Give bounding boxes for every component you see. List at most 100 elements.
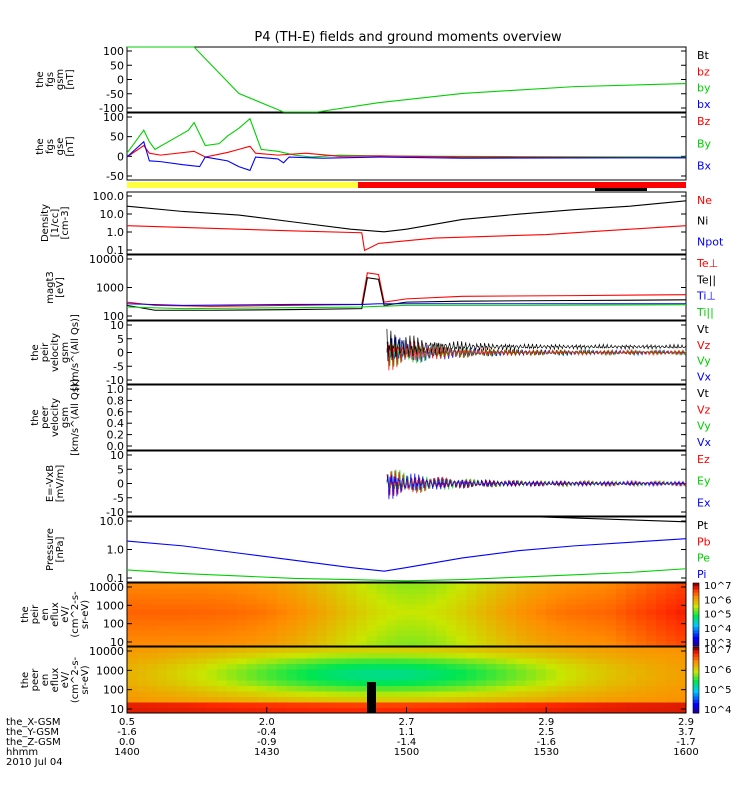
spectrogram-cell	[466, 663, 477, 670]
spectrogram-cell	[626, 702, 637, 708]
spectrogram-cell	[506, 619, 517, 626]
spectrogram-cell	[216, 707, 228, 714]
colorbar-swatch	[693, 639, 699, 644]
spectrogram-cell	[216, 635, 228, 642]
spectrogram-cell	[156, 658, 168, 664]
spectrogram-cell	[326, 593, 338, 600]
spectrogram-cell	[486, 583, 497, 589]
spectrogram-cell	[186, 640, 198, 647]
spectrogram-cell	[166, 696, 178, 703]
spectrogram-cell	[166, 614, 178, 621]
spectrogram-cell	[336, 640, 348, 647]
spectrogram-cell	[396, 652, 407, 659]
spectrogram-cell	[456, 604, 467, 610]
spectrogram-cell	[246, 680, 258, 686]
spectrogram-cell	[226, 609, 238, 615]
spectrogram-cell	[606, 619, 617, 626]
legend-magt3: Te⊥Te||Ti⊥Ti||	[696, 257, 718, 319]
spectrogram-cell	[566, 674, 577, 681]
y-axis-label: sr-eV)	[80, 600, 91, 629]
spectrogram-cell	[426, 696, 437, 703]
spectrogram-cell	[276, 640, 288, 647]
y-tick-label: 10	[110, 636, 124, 649]
spectrogram-cell	[656, 691, 667, 697]
y-tick-label: 1000	[96, 664, 124, 677]
spectrogram-cell	[127, 598, 138, 605]
spectrogram-cell	[646, 658, 657, 664]
spectrogram-cell	[216, 598, 228, 605]
colorbar-swatch	[693, 689, 699, 694]
spectrogram-cell	[596, 583, 607, 589]
spectrogram-cell	[336, 658, 348, 664]
spectrogram-cell	[356, 652, 368, 659]
spectrogram-cell	[226, 583, 238, 589]
spectrogram-cell	[376, 625, 388, 631]
spectrogram-cell	[336, 625, 348, 631]
spectrogram-cell	[276, 663, 288, 670]
y-axis-label: [km/s^(All Qs)]	[70, 314, 81, 391]
y-tick-label: 100	[103, 111, 124, 124]
spectrogram-cell	[506, 625, 517, 631]
spectrogram-cell	[546, 604, 557, 610]
spectrogram-cell	[246, 583, 258, 589]
spectrogram-cell	[456, 691, 467, 697]
spectrogram-cell	[226, 691, 238, 697]
spectrogram-cell	[436, 691, 447, 697]
spectrogram-cell	[396, 593, 407, 600]
spectrogram-cell	[366, 647, 378, 653]
spectrogram-cell	[166, 647, 178, 653]
spectrogram-cell	[426, 598, 437, 605]
spectrogram-cell	[516, 647, 527, 653]
x-tick-label: 0.0	[119, 737, 135, 748]
colorbar-peer_spec: 10^710^610^510^4	[692, 645, 731, 716]
spectrogram-cell	[516, 696, 527, 703]
spectrogram-cell	[456, 652, 467, 659]
figure-title: P4 (TH-E) fields and ground moments over…	[254, 30, 562, 45]
spectrogram-cell	[206, 640, 218, 647]
spectrogram-cell	[166, 604, 178, 610]
series-line	[126, 277, 687, 311]
spectrogram-cell	[536, 658, 547, 664]
y-axis-label: gsm	[60, 407, 71, 428]
spectrogram-cell	[636, 593, 647, 600]
spectrogram-cell	[466, 691, 477, 697]
spectrogram-cell	[226, 707, 238, 714]
spectrogram-cell	[166, 640, 178, 647]
spectrogram-cell	[486, 609, 497, 615]
spectrogram-cell	[336, 685, 348, 692]
spectrogram-cell	[576, 691, 587, 697]
spectrogram-cell	[596, 625, 607, 631]
spectrogram-cell	[626, 604, 637, 610]
spectrogram-cell	[336, 696, 348, 703]
spectrogram-cell	[276, 593, 288, 600]
spectrogram-cell	[226, 635, 238, 642]
spectrogram-cell	[186, 669, 198, 675]
spectrogram-cell	[646, 663, 657, 670]
series-line	[126, 568, 687, 582]
y-axis-label: peir	[40, 342, 51, 362]
spectrogram-cell	[546, 625, 557, 631]
spectrogram-cell	[676, 588, 687, 594]
colorbar-swatch	[693, 642, 699, 647]
y-tick-label: -10	[106, 374, 124, 387]
spectrogram-cell	[526, 583, 537, 589]
spectrogram-cell	[296, 663, 308, 670]
spectrogram-cell	[656, 614, 667, 621]
y-axis-label: [cm-3]	[60, 206, 71, 239]
legend-entry: Ti⊥	[696, 290, 716, 303]
series-line	[126, 303, 686, 306]
y-axis-label: [mV/m]	[55, 465, 66, 503]
spectrogram-cell	[456, 609, 467, 615]
spectrogram-cell	[236, 625, 248, 631]
spectrogram-cell	[256, 588, 268, 594]
spectrogram-cell	[536, 614, 547, 621]
spectrogram-cell	[456, 588, 467, 594]
spectrogram-cell	[166, 619, 178, 626]
spectrogram-cell	[536, 691, 547, 697]
spectrogram-cell	[226, 652, 238, 659]
spectrogram-cell	[216, 647, 228, 653]
colorbar-label: 10^6	[704, 595, 731, 606]
spectrogram-cell	[326, 635, 338, 642]
spectrogram-cell	[346, 691, 358, 697]
